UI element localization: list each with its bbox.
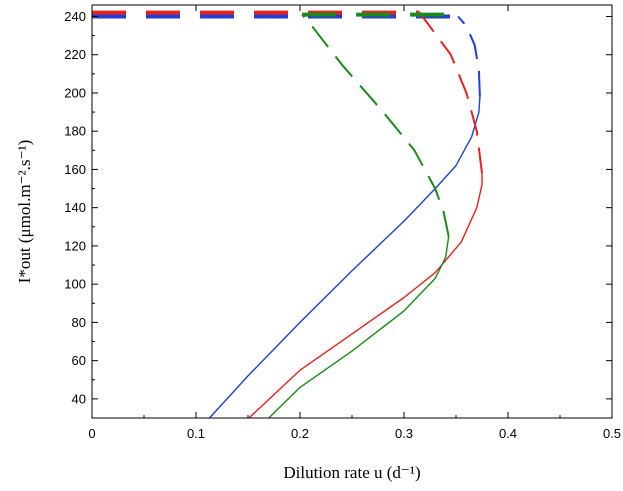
- y-tick-label: 240: [64, 9, 86, 24]
- y-tick-label: 140: [64, 200, 86, 215]
- series-3-stable-branch: [268, 236, 450, 419]
- y-tick-label: 220: [64, 47, 86, 62]
- y-tick-label: 100: [64, 277, 86, 292]
- y-tick-label: 200: [64, 85, 86, 100]
- x-tick-label: 0: [88, 426, 95, 441]
- chart-curves: [92, 10, 483, 419]
- x-tick-label: 0.1: [187, 426, 205, 441]
- y-tick-label: 80: [72, 315, 86, 330]
- y-tick-label: 180: [64, 124, 86, 139]
- series-1-unstable-branch: [457, 15, 481, 97]
- series-2-stable-branch: [248, 173, 483, 419]
- series-3-unstable-branch: [301, 13, 450, 237]
- y-axis-title: I*out (μmol.m⁻².s⁻¹): [15, 140, 34, 284]
- y-tick-label: 40: [72, 391, 86, 406]
- y-tick-label: 60: [72, 353, 86, 368]
- x-tick-label: 0.5: [603, 426, 621, 441]
- x-axis-title: Dilution rate u (d⁻¹): [283, 463, 420, 482]
- plot-frame: [91, 4, 613, 419]
- axis-ticks: [91, 5, 613, 418]
- series-1-stable-branch: [208, 96, 481, 419]
- x-tick-label: 0.2: [291, 426, 309, 441]
- axis-tick-labels: 0 0.1 0.2 0.3 0.4 0.5 40 60 80 100 120 140 160 180 200…: [64, 9, 621, 441]
- y-tick-label: 120: [64, 238, 86, 253]
- y-tick-label: 160: [64, 162, 86, 177]
- series-2-unstable-branch: [418, 12, 483, 174]
- x-tick-label: 0.4: [499, 426, 517, 441]
- x-tick-label: 0.3: [395, 426, 413, 441]
